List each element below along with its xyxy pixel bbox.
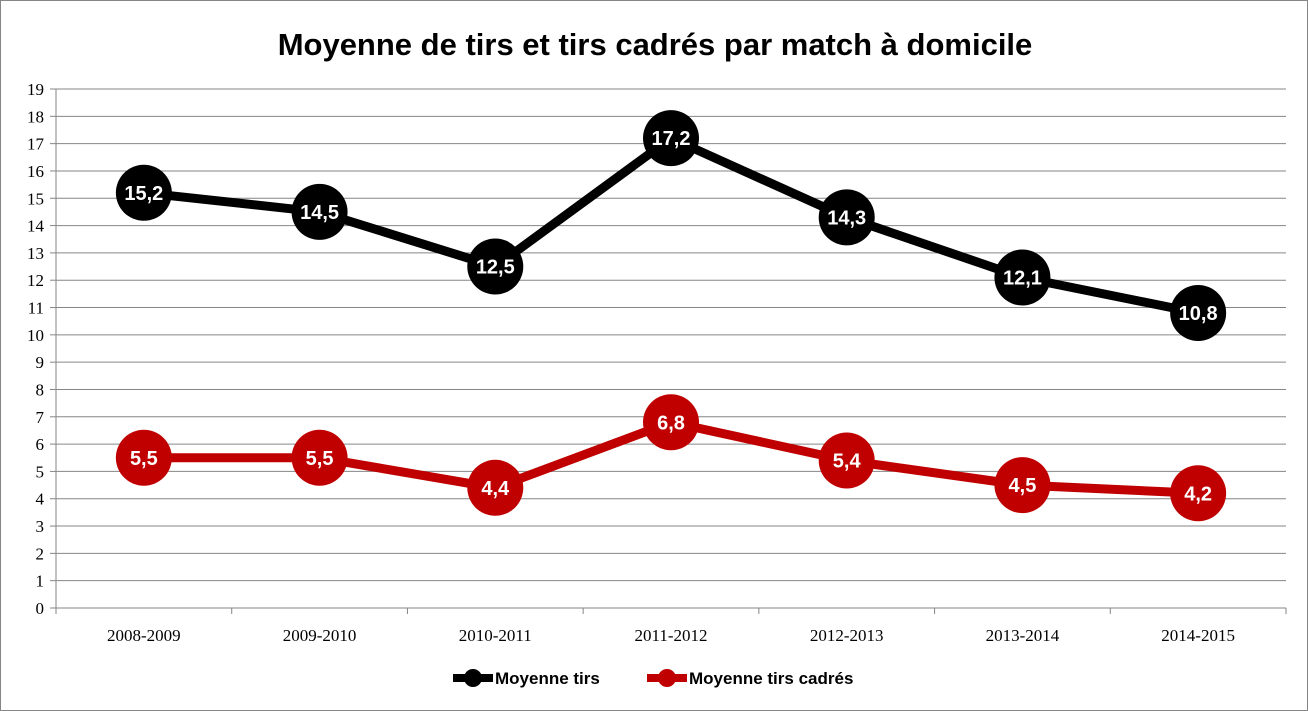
legend-label: Moyenne tirs	[495, 669, 600, 688]
y-tick-label: 8	[36, 380, 45, 399]
x-tick-label: 2009-2010	[283, 626, 357, 645]
y-tick-label: 15	[27, 189, 44, 208]
x-tick-label: 2012-2013	[810, 626, 884, 645]
x-tick-label: 2013-2014	[986, 626, 1060, 645]
y-tick-label: 18	[27, 107, 44, 126]
data-label: 12,5	[476, 257, 515, 279]
data-point	[1170, 465, 1227, 522]
data-point	[818, 432, 875, 489]
data-label: 5,5	[130, 448, 158, 470]
y-tick-label: 9	[36, 353, 45, 372]
y-tick-label: 3	[36, 517, 45, 536]
chart-title: Moyenne de tirs et tirs cadrés par match…	[278, 27, 1033, 62]
legend-item: Moyenne tirs cadrés	[647, 669, 853, 688]
data-point	[467, 459, 524, 516]
data-label: 12,1	[1003, 267, 1042, 289]
legend-item: Moyenne tirs	[453, 669, 600, 688]
y-tick-label: 7	[36, 408, 45, 427]
data-label: 4,2	[1184, 483, 1212, 505]
data-label: 10,8	[1179, 303, 1218, 325]
data-point	[643, 110, 699, 167]
y-tick-label: 16	[27, 162, 44, 181]
y-tick-label: 17	[27, 135, 45, 154]
y-tick-label: 1	[36, 572, 45, 591]
data-label: 4,5	[1009, 475, 1037, 497]
data-point	[643, 394, 699, 451]
y-tick-label: 0	[36, 599, 45, 618]
data-point	[291, 183, 348, 240]
data-label: 5,4	[833, 450, 862, 472]
x-tick-label: 2010-2011	[459, 626, 532, 645]
series: 15,2 14,5 12,5 17,2 14,3 12,1 10,8 5,5 5,5 4,4 6,8…	[115, 110, 1227, 522]
x-tick-label: 2011-2012	[634, 626, 707, 645]
y-tick-label: 10	[27, 326, 44, 345]
data-label: 5,5	[306, 448, 334, 470]
y-tick-label: 13	[27, 244, 44, 263]
y-tick-label: 12	[27, 271, 44, 290]
y-tick-label: 5	[36, 462, 45, 481]
data-label: 17,2	[652, 128, 691, 150]
legend-label: Moyenne tirs cadrés	[689, 669, 853, 688]
y-tick-label: 19	[27, 80, 44, 99]
y-tick-label: 6	[36, 435, 45, 454]
data-label: 15,2	[124, 183, 163, 205]
legend-swatch-marker	[658, 669, 676, 687]
y-tick-label: 11	[28, 299, 44, 318]
data-point	[115, 429, 172, 486]
data-point	[467, 238, 524, 295]
x-tick-label: 2008-2009	[107, 626, 181, 645]
data-point	[818, 189, 875, 246]
data-point	[291, 429, 348, 486]
data-label: 6,8	[657, 412, 685, 434]
legend: Moyenne tirs Moyenne tirs cadrés	[453, 669, 853, 688]
legend-swatch-marker	[464, 669, 482, 687]
data-label: 14,3	[827, 207, 866, 229]
series-1: 5,5 5,5 4,4 6,8 5,4 4,5 4,2	[115, 394, 1227, 522]
y-tick-label: 4	[36, 490, 45, 509]
data-point	[1170, 284, 1227, 341]
data-point	[115, 164, 172, 221]
x-tick-label: 2014-2015	[1161, 626, 1235, 645]
y-tick-label: 14	[27, 217, 45, 236]
data-label: 4,4	[481, 478, 510, 500]
data-point	[994, 457, 1051, 514]
data-point	[994, 249, 1051, 306]
series-0: 15,2 14,5 12,5 17,2 14,3 12,1 10,8	[115, 110, 1227, 341]
y-tick-label: 2	[36, 544, 45, 563]
data-label: 14,5	[300, 202, 339, 224]
